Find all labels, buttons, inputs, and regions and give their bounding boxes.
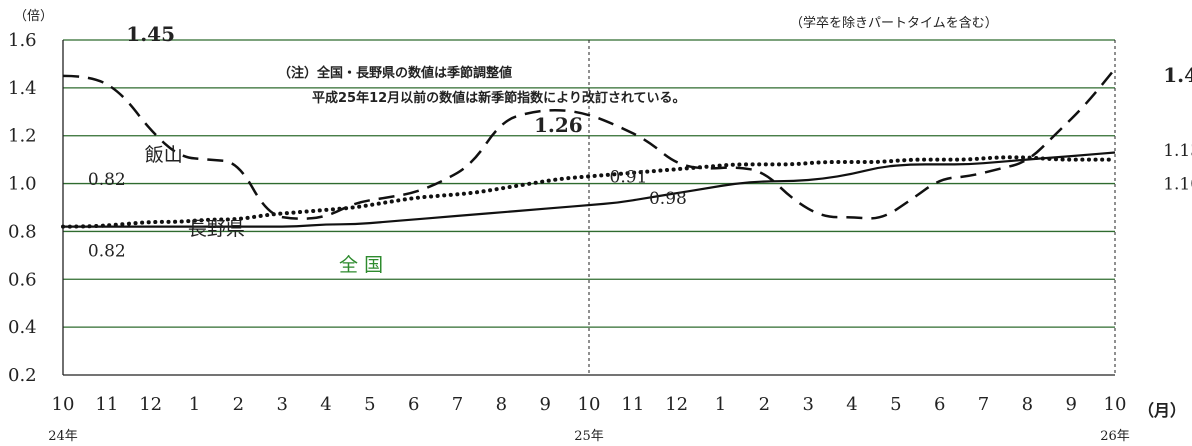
x-tick-label: 10 bbox=[1104, 394, 1127, 415]
y-axis-label: （倍） bbox=[14, 9, 53, 24]
x-tick-label: 4 bbox=[846, 394, 857, 415]
series-name-label: 全 国 bbox=[339, 254, 383, 276]
note-top-right: （学卒を除きパートタイムを含む） bbox=[790, 15, 998, 31]
y-tick-label: 0.2 bbox=[8, 365, 37, 386]
x-tick-label: 7 bbox=[452, 394, 463, 415]
x-tick-label: 8 bbox=[496, 394, 507, 415]
x-tick-label: 2 bbox=[233, 394, 244, 415]
x-tick-label: 1 bbox=[189, 394, 200, 415]
y-tick-label: 1.2 bbox=[8, 126, 37, 147]
y-tick-label: 1.6 bbox=[8, 30, 37, 51]
x-tick-label: 4 bbox=[320, 394, 331, 415]
year-label: 26年 bbox=[1100, 429, 1130, 444]
y-tick-label: 1.0 bbox=[8, 174, 37, 195]
x-tick-label: 6 bbox=[934, 394, 945, 415]
data-label: 1.48 bbox=[1163, 63, 1192, 87]
data-label: 0.91 bbox=[610, 167, 648, 187]
x-tick-label: 5 bbox=[890, 394, 901, 415]
data-label: 1.45 bbox=[126, 22, 175, 46]
x-tick-label: 12 bbox=[139, 394, 162, 415]
x-tick-label: 11 bbox=[621, 394, 644, 415]
x-tick-label: 6 bbox=[408, 394, 419, 415]
x-tick-label: 9 bbox=[1065, 394, 1076, 415]
year-label: 25年 bbox=[574, 429, 604, 444]
data-label: 0.98 bbox=[649, 189, 687, 209]
series-line-3 bbox=[63, 151, 1116, 228]
x-tick-label: 2 bbox=[759, 394, 770, 415]
x-tick-label: 8 bbox=[1022, 394, 1033, 415]
x-tick-label: 7 bbox=[978, 394, 989, 415]
data-label: 1.10 bbox=[1163, 175, 1192, 195]
data-label: 1.13 bbox=[1163, 141, 1192, 161]
series-line-1 bbox=[62, 67, 1116, 220]
y-tick-label: 0.8 bbox=[8, 221, 37, 242]
series-name-label: 飯山 bbox=[145, 144, 183, 166]
x-tick-label: 3 bbox=[276, 394, 287, 415]
y-tick-label: 0.4 bbox=[8, 317, 37, 338]
y-tick-label: 1.4 bbox=[8, 78, 37, 99]
x-tick-label: 10 bbox=[578, 394, 601, 415]
x-tick-label: 1 bbox=[715, 394, 726, 415]
series-name-label: 長野県 bbox=[188, 218, 245, 240]
data-label: 0.82 bbox=[88, 170, 126, 190]
data-label: 0.82 bbox=[88, 242, 126, 262]
x-tick-label: 12 bbox=[665, 394, 688, 415]
x-tick-label: 3 bbox=[802, 394, 813, 415]
x-tick-label: 10 bbox=[52, 394, 75, 415]
y-tick-label: 0.6 bbox=[8, 269, 37, 290]
x-axis-label: （月） bbox=[1138, 401, 1186, 420]
note-line: 平成25年12月以前の数値は新季節指数により改訂されている。 bbox=[312, 90, 686, 106]
x-tick-label: 9 bbox=[539, 394, 550, 415]
year-label: 24年 bbox=[48, 429, 78, 444]
note-line: （注）全国・長野県の数値は季節調整値 bbox=[278, 65, 512, 81]
data-label: 1.26 bbox=[534, 113, 583, 137]
x-tick-label: 5 bbox=[364, 394, 375, 415]
series-line-2 bbox=[61, 155, 1117, 229]
x-tick-label: 11 bbox=[95, 394, 118, 415]
